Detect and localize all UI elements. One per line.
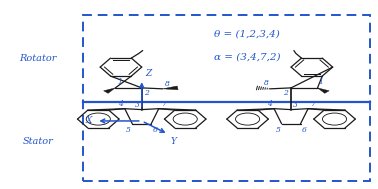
Text: X: X [85, 116, 91, 125]
Text: Stator: Stator [22, 137, 53, 146]
Text: 4: 4 [267, 100, 272, 108]
Text: θ = (1,2,3,4): θ = (1,2,3,4) [214, 29, 279, 39]
Text: Z: Z [145, 69, 151, 78]
Text: 7: 7 [310, 100, 315, 108]
Polygon shape [104, 88, 115, 93]
Text: 2: 2 [144, 89, 149, 97]
Text: Rotator: Rotator [19, 54, 56, 63]
Polygon shape [318, 88, 329, 93]
Text: 3: 3 [135, 101, 140, 109]
Text: 6: 6 [302, 126, 307, 134]
Text: 7: 7 [161, 100, 166, 108]
Text: 6: 6 [152, 126, 157, 134]
Text: 8: 8 [263, 79, 268, 87]
Text: 4: 4 [118, 100, 123, 108]
Text: Y: Y [170, 137, 176, 146]
Text: 5: 5 [276, 126, 280, 134]
Bar [83, 15, 370, 181]
Text: 5: 5 [126, 126, 131, 134]
Text: 1: 1 [319, 78, 324, 86]
Text: 2: 2 [283, 89, 288, 97]
Text: 3: 3 [293, 101, 298, 109]
Text: α = (3,4,7,2): α = (3,4,7,2) [214, 52, 280, 61]
Text: 8: 8 [164, 80, 169, 88]
Text: 1: 1 [117, 78, 122, 86]
Polygon shape [163, 86, 178, 90]
